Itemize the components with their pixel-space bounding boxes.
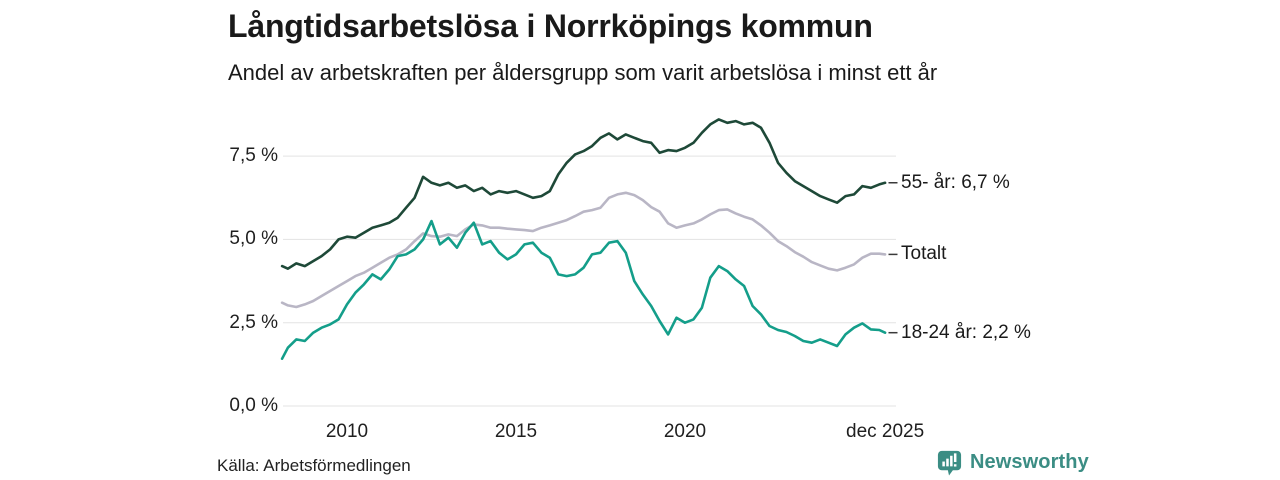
x-axis-tick-label: dec 2025 [846,421,925,442]
chart-subtitle: Andel av arbetskraften per åldersgrupp s… [228,60,938,85]
legend-label-55-r: 55- år: 6,7 % [901,171,1010,193]
legend-label-totalt: Totalt [901,243,947,265]
legend-label-18-24-r: 18-24 år: 2,2 % [901,321,1031,343]
y-axis-tick-label: 0,0 % [229,395,278,416]
x-axis-tick-label: 2020 [663,421,707,442]
y-axis-tick-label: 5,0 % [229,228,278,250]
x-axis-tick-label: 2010 [325,421,369,442]
y-axis-tick-label: 7,5 % [229,145,278,167]
brand-name: Newsworthy [970,451,1089,473]
brand-logo: Newsworthy [936,449,1089,476]
y-axis-tick-label: 2,5 % [229,311,278,333]
series-line-55-r [280,118,887,271]
chart-title: Långtidsarbetslösa i Norrköpings kommun [228,8,873,44]
x-axis-tick-label: 2015 [494,421,538,442]
source-note: Källa: Arbetsförmedlingen [217,456,411,475]
series-line-18-24-r [280,219,887,361]
series-line-totalt [280,191,887,309]
newsworthy-icon [937,450,962,476]
